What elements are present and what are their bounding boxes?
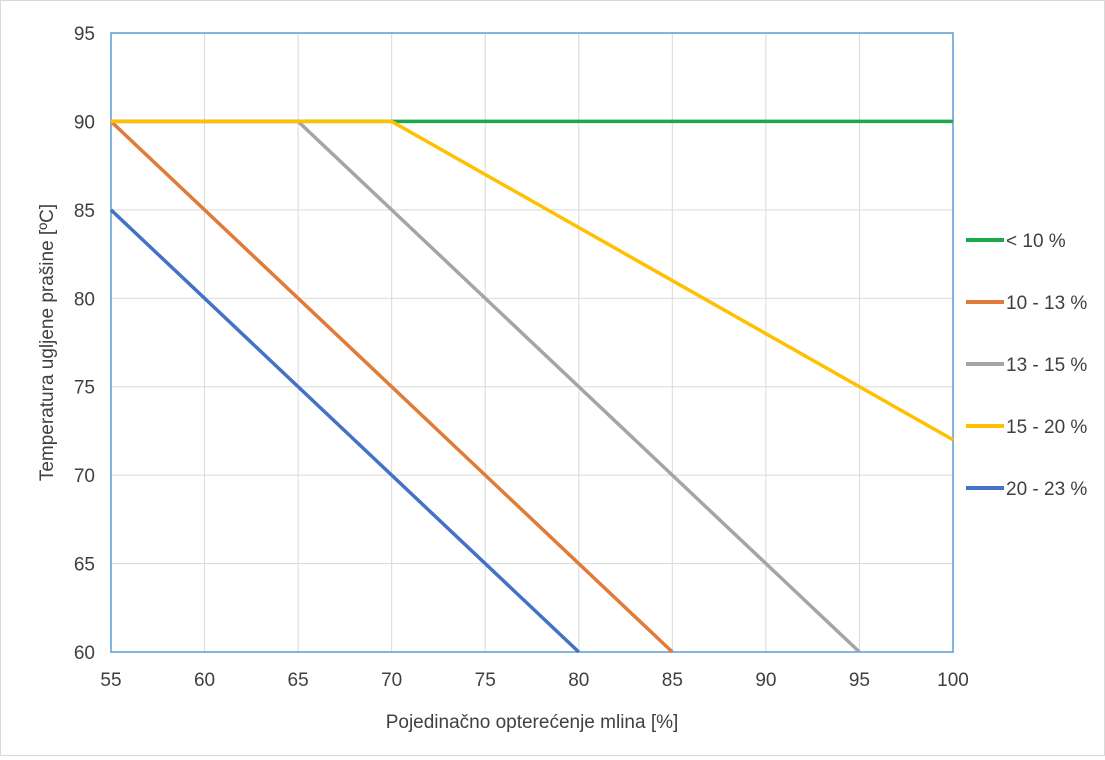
x-tick-label: 70 bbox=[381, 670, 402, 691]
x-tick-label: 60 bbox=[194, 670, 215, 691]
legend-label: 10 - 13 % bbox=[1006, 293, 1087, 314]
series-line-5 bbox=[109, 208, 580, 654]
y-tick-label: 60 bbox=[74, 643, 95, 664]
x-tick-label: 95 bbox=[849, 670, 870, 691]
series-lines bbox=[109, 119, 954, 654]
legend-item: < 10 % bbox=[966, 231, 1066, 252]
legend-item: 20 - 23 % bbox=[966, 479, 1087, 500]
series-line-4 bbox=[111, 119, 954, 442]
y-tick-label: 80 bbox=[74, 289, 95, 310]
y-tick-label: 85 bbox=[74, 201, 95, 222]
x-tick-label: 85 bbox=[662, 670, 683, 691]
x-tick-label: 80 bbox=[568, 670, 589, 691]
x-tick-label: 90 bbox=[755, 670, 776, 691]
y-tick-labels: 60 65 70 75 80 85 90 95 bbox=[74, 24, 95, 664]
x-tick-label: 75 bbox=[475, 670, 496, 691]
y-tick-label: 75 bbox=[74, 378, 95, 399]
y-tick-label: 65 bbox=[74, 555, 95, 576]
x-tick-label: 100 bbox=[937, 670, 969, 691]
y-tick-label: 90 bbox=[74, 112, 95, 133]
legend-label: 20 - 23 % bbox=[1006, 479, 1087, 500]
x-tick-label: 55 bbox=[100, 670, 121, 691]
legend-item: 13 - 15 % bbox=[966, 355, 1087, 376]
legend-label: 13 - 15 % bbox=[1006, 355, 1087, 376]
legend: < 10 % 10 - 13 % 13 - 15 % 15 - 20 % 20 - 23… bbox=[966, 231, 1087, 500]
x-tick-labels: 55 60 65 70 75 80 85 90 95 100 bbox=[100, 670, 968, 691]
series-line-2 bbox=[109, 120, 674, 654]
y-tick-label: 95 bbox=[74, 24, 95, 45]
x-tick-label: 65 bbox=[288, 670, 309, 691]
legend-label: 15 - 20 % bbox=[1006, 417, 1087, 438]
legend-item: 15 - 20 % bbox=[966, 417, 1087, 438]
x-axis-title: Pojedinačno opterećenje mlina [%] bbox=[386, 712, 679, 733]
legend-item: 10 - 13 % bbox=[966, 293, 1087, 314]
y-tick-label: 70 bbox=[74, 466, 95, 487]
plot-border bbox=[110, 32, 954, 653]
legend-label: < 10 % bbox=[1006, 231, 1066, 252]
y-axis-title: Temperatura ugljene prašine [ºC] bbox=[37, 204, 58, 481]
